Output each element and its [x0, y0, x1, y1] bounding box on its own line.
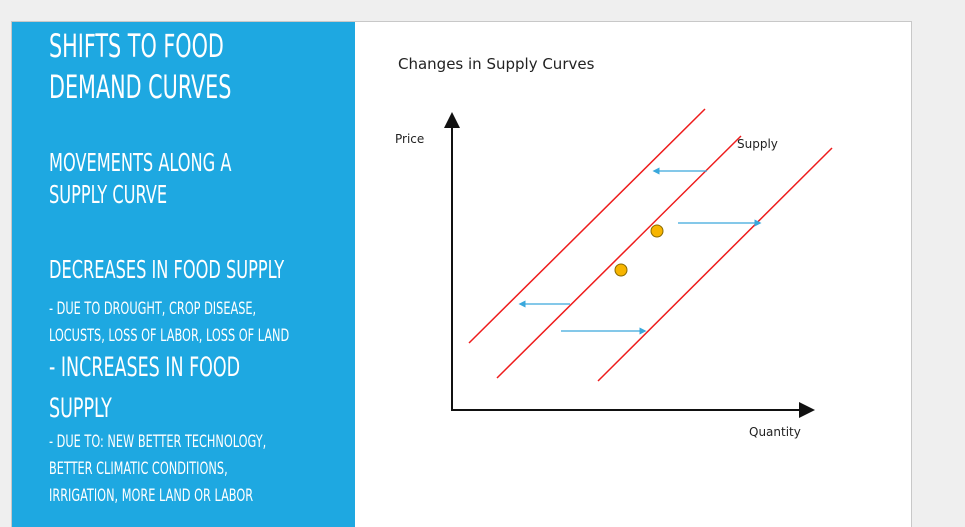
slide: SHIFTS TO FOOD DEMAND CURVES MOVEMENTS A… [12, 22, 911, 527]
heading-increases-line2: SUPPLY [49, 393, 112, 424]
y-axis-label: Price [395, 132, 424, 146]
shifted-left-supply-curve [468, 108, 706, 344]
shifted-right-supply-curve [597, 147, 833, 382]
heading-increases-line1: - INCREASES IN FOOD [49, 352, 241, 383]
heading-movements-line1: MOVEMENTS ALONG A [49, 148, 232, 177]
left-text-panel: SHIFTS TO FOOD DEMAND CURVES MOVEMENTS A… [12, 22, 355, 527]
supply-curve-label: Supply [737, 137, 778, 151]
lower-point-marker [614, 263, 628, 277]
heading-movements-line2: SUPPLY CURVE [49, 180, 168, 209]
bullet-increases-line1: - DUE TO: NEW BETTER TECHNOLOGY, [49, 432, 267, 452]
slide-title-line1: SHIFTS TO FOOD [49, 27, 224, 65]
diagram-title: Changes in Supply Curves [398, 55, 595, 73]
bullet-increases-line2: BETTER CLIMATIC CONDITIONS, [49, 459, 228, 479]
bullet-increases-line3: IRRIGATION, MORE LAND OR LABOR [49, 486, 254, 506]
upper-point-marker [650, 224, 664, 238]
original-supply-curve [496, 135, 742, 379]
bullet-decreases-line2: LOCUSTS, LOSS OF LABOR, LOSS OF LAND [49, 326, 290, 346]
x-axis-label: Quantity [749, 425, 801, 439]
bullet-decreases-line1: - DUE TO DROUGHT, CROP DISEASE, [49, 299, 257, 319]
slide-title-line2: DEMAND CURVES [49, 68, 232, 106]
supply-diagram: Price Quantity Supply [395, 108, 833, 439]
heading-decreases: DECREASES IN FOOD SUPPLY [49, 255, 285, 284]
